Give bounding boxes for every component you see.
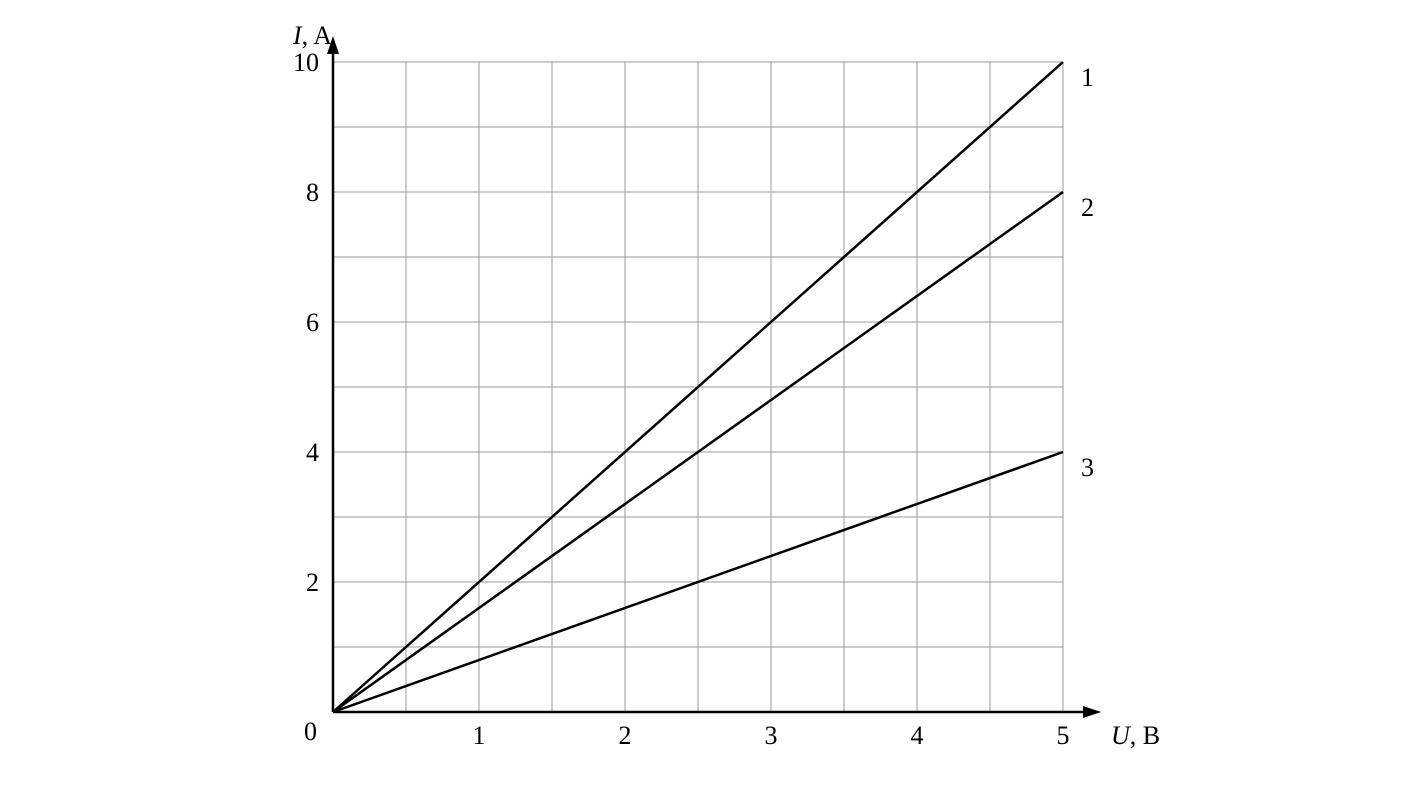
- x-tick-label: 4: [911, 721, 924, 750]
- x-tick-label: 1: [473, 721, 486, 750]
- y-tick-label: 6: [306, 308, 319, 337]
- y-tick-label: 4: [306, 438, 319, 467]
- y-tick-label: 2: [306, 568, 319, 597]
- chart-container: 246810123450I, AU, В123: [243, 22, 1183, 782]
- series-label-1: 1: [1081, 63, 1094, 92]
- y-axis-label: I, A: [292, 22, 332, 50]
- x-tick-label: 5: [1057, 721, 1070, 750]
- series-label-2: 2: [1081, 193, 1094, 222]
- iv-chart: 246810123450I, AU, В123: [243, 22, 1183, 782]
- x-tick-label: 2: [619, 721, 632, 750]
- series-label-3: 3: [1081, 453, 1094, 482]
- origin-label: 0: [304, 717, 317, 746]
- x-tick-label: 3: [765, 721, 778, 750]
- x-axis-arrow: [1083, 706, 1101, 718]
- x-axis-label: U, В: [1111, 721, 1160, 750]
- y-tick-label: 8: [306, 178, 319, 207]
- y-tick-label: 10: [293, 48, 319, 77]
